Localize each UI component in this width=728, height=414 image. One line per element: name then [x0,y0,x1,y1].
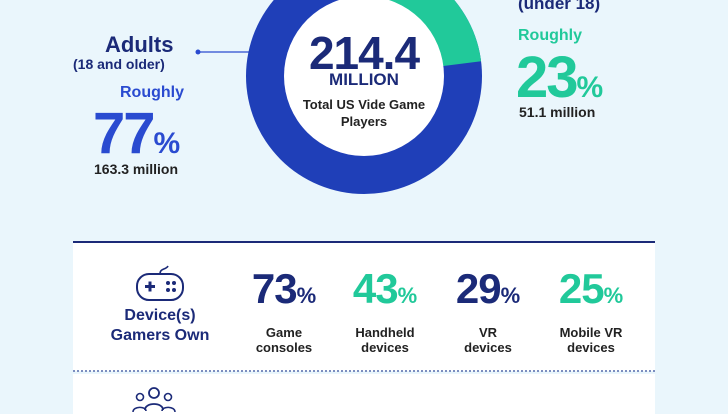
donut-center [284,0,444,156]
device-stat-game-consoles: 73% Game consoles [234,266,334,356]
adults-connector-line [195,49,250,55]
gamepad-icon [136,265,184,301]
donut-total-unit: MILLION [329,70,399,89]
device-stat-percent-sign: % [603,283,624,308]
adults-percent: 77% [93,100,180,167]
device-stat-percent: 73% [234,266,334,319]
device-stat-label-line2: devices [567,340,615,355]
device-stat-percent: 43% [335,266,435,319]
kids-count: 51.1 million [519,104,596,120]
device-stat-percent-value: 43 [352,265,399,312]
device-stat-label-line1: Handheld [355,325,415,340]
device-stat-percent-value: 25 [558,265,605,312]
adults-title: Adults [105,32,174,57]
device-stat-percent-value: 29 [455,265,502,312]
section-divider [73,370,655,372]
device-stat-label: Mobile VR devices [541,325,641,355]
device-stat-mobile-vr: 25% Mobile VR devices [541,266,641,356]
devices-label: Device(s) Gamers Own [90,306,230,346]
donut-total-number: 214.4 [308,27,420,79]
devices-label-line2: Gamers Own [110,327,210,344]
device-stat-percent-sign: % [500,283,521,308]
kids-roughly-label: Roughly [518,27,582,44]
adults-roughly-label: Roughly [120,84,184,101]
device-stat-percent: 25% [541,266,641,319]
device-stat-label-line2: consoles [255,340,313,355]
donut-caption: Total US Vide Game Players [302,97,426,129]
adults-percent-value: 77 [93,101,155,166]
adults-age-range: (18 and older) [73,56,165,72]
device-stat-label-line1: VR [478,325,498,340]
device-stat-percent-sign: % [397,283,418,308]
device-stat-label-line1: Mobile VR [559,325,623,340]
kids-percent: 23% [516,44,603,111]
devices-label-line1: Device(s) [124,307,196,324]
device-stat-handheld: 43% Handheld devices [335,266,435,356]
device-stat-label: Game consoles [234,325,334,355]
adults-percent-sign: % [153,127,181,160]
device-stat-label: VR devices [438,325,538,355]
device-stat-label-line2: devices [464,340,512,355]
device-stat-label-line2: devices [361,340,409,355]
devices-panel [73,241,655,371]
device-stat-vr: 29% VR devices [438,266,538,356]
kids-percent-sign: % [576,71,604,104]
device-stat-percent: 29% [438,266,538,319]
device-stat-percent-value: 73 [251,265,298,312]
adults-count: 163.3 million [94,161,179,177]
players-donut-chart [246,0,482,194]
kids-age-range: (under 18) [518,0,601,13]
device-stat-label: Handheld devices [335,325,435,355]
device-stat-percent-sign: % [296,283,317,308]
kids-percent-value: 23 [516,45,578,110]
device-stat-label-line1: Game [265,325,303,340]
